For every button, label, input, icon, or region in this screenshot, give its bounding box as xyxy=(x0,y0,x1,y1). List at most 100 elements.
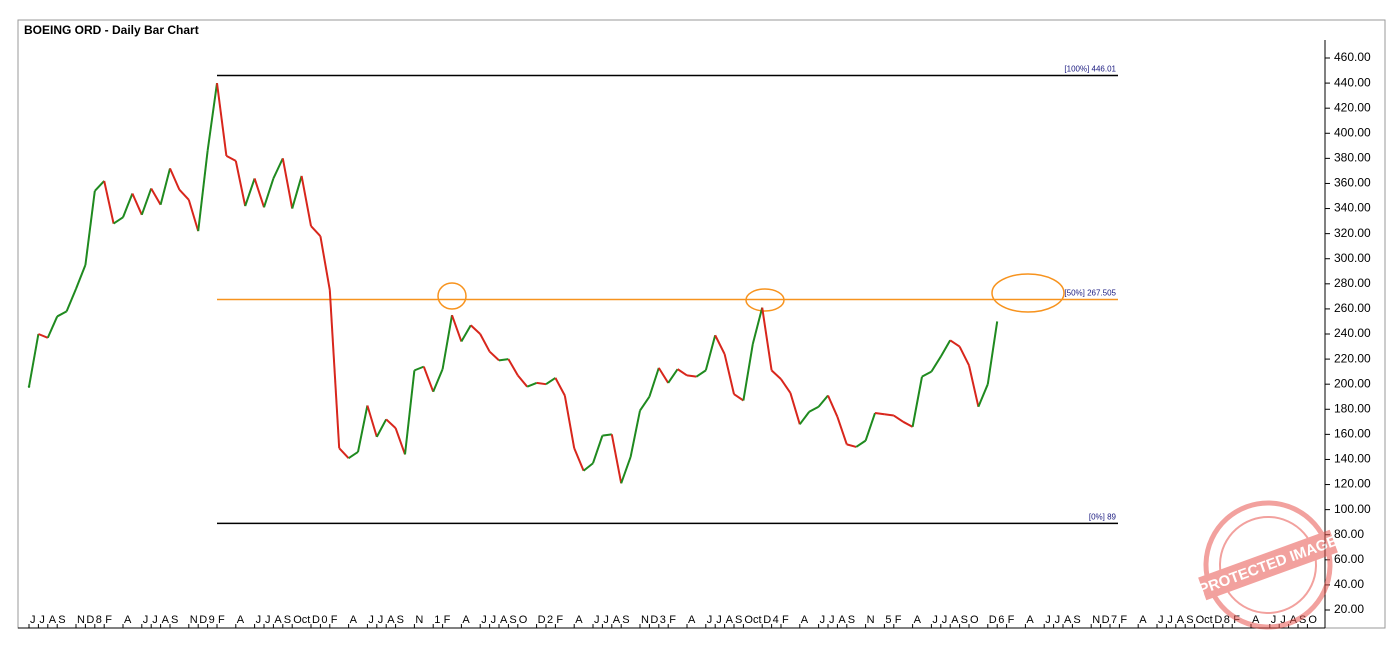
level-label: [0%] 89 xyxy=(1089,513,1117,522)
x-tick-label: S xyxy=(58,614,65,626)
x-tick-label: J xyxy=(152,614,158,626)
y-tick-label: 460.00 xyxy=(1334,50,1371,64)
y-tick-label: 380.00 xyxy=(1334,151,1371,165)
price-segment xyxy=(968,365,980,407)
price-segment xyxy=(422,366,435,393)
price-segment xyxy=(761,307,773,371)
price-segment xyxy=(75,264,87,290)
price-segment xyxy=(545,377,556,386)
price-segment xyxy=(798,411,811,425)
x-tick-label: A xyxy=(1177,614,1185,626)
price-segment xyxy=(808,405,820,413)
price-segment xyxy=(780,378,792,394)
x-tick-label: A xyxy=(1064,614,1072,626)
x-tick-label: S xyxy=(284,614,291,626)
x-tick-label: D xyxy=(538,614,546,626)
x-tick-label: O xyxy=(519,614,528,626)
x-tick-label: J xyxy=(39,614,45,626)
x-tick-label: J xyxy=(143,614,149,626)
y-tick-label: 100.00 xyxy=(1334,502,1371,516)
price-segment xyxy=(113,216,124,225)
x-tick-label: F xyxy=(895,614,902,626)
price-segment xyxy=(620,456,632,484)
price-segment xyxy=(902,420,914,428)
x-tick-label: 5 xyxy=(885,614,891,626)
y-tick-label: 400.00 xyxy=(1334,125,1371,139)
price-segment xyxy=(103,180,115,224)
price-segment xyxy=(893,414,904,423)
y-tick-label: 340.00 xyxy=(1334,201,1371,215)
x-tick-label: 8 xyxy=(96,614,102,626)
x-tick-label: S xyxy=(848,614,855,626)
price-segment xyxy=(536,381,547,386)
price-segment xyxy=(432,368,444,393)
price-segment xyxy=(648,367,660,398)
price-segment xyxy=(864,412,876,441)
price-segment xyxy=(65,288,77,312)
x-tick-label: F xyxy=(105,614,112,626)
price-segment xyxy=(460,324,472,343)
x-tick-label: S xyxy=(1186,614,1193,626)
price-segment xyxy=(911,376,923,428)
price-segment xyxy=(498,358,509,362)
x-tick-label: F xyxy=(331,614,338,626)
stamp-band xyxy=(1198,529,1338,601)
price-segment xyxy=(46,316,59,339)
highlight-circle xyxy=(437,282,467,310)
price-segment xyxy=(686,374,697,378)
y-tick-label: 200.00 xyxy=(1334,376,1371,390)
price-segment xyxy=(592,435,604,464)
x-tick-label: A xyxy=(688,614,696,626)
price-segment xyxy=(140,188,153,216)
price-segment xyxy=(723,353,735,395)
y-tick-label: 40.00 xyxy=(1334,577,1364,591)
price-segment xyxy=(84,190,96,266)
y-tick-label: 20.00 xyxy=(1334,602,1364,616)
x-tick-label: F xyxy=(1008,614,1015,626)
price-segment xyxy=(563,395,576,449)
price-segment xyxy=(695,369,707,378)
x-tick-label: A xyxy=(726,614,734,626)
price-segment xyxy=(742,343,754,401)
x-tick-label: J xyxy=(603,614,609,626)
price-segment xyxy=(874,412,885,416)
price-segment xyxy=(855,439,867,448)
x-tick-label: F xyxy=(556,614,563,626)
x-tick-label: F xyxy=(782,614,789,626)
x-tick-label: J xyxy=(820,614,826,626)
price-segment xyxy=(385,418,397,429)
price-segment xyxy=(582,462,594,472)
x-tick-label: J xyxy=(1045,614,1051,626)
x-tick-label: A xyxy=(801,614,809,626)
y-tick-label: 300.00 xyxy=(1334,251,1371,265)
x-tick-label: J xyxy=(1271,614,1277,626)
price-segment xyxy=(949,339,961,348)
price-segment xyxy=(573,447,585,472)
price-segment xyxy=(357,405,369,453)
x-tick-label: J xyxy=(716,614,722,626)
price-segment xyxy=(234,160,247,207)
price-segment xyxy=(197,150,209,232)
x-tick-label: A xyxy=(575,614,583,626)
y-tick-label: 180.00 xyxy=(1334,401,1371,415)
x-tick-label: Oct xyxy=(293,614,310,626)
x-tick-label: J xyxy=(30,614,36,626)
y-tick-label: 60.00 xyxy=(1334,552,1364,566)
price-segment xyxy=(253,178,265,208)
x-tick-label: 8 xyxy=(1224,614,1230,626)
x-tick-label: D xyxy=(989,614,997,626)
x-tick-label: O xyxy=(1308,614,1317,626)
price-segment xyxy=(225,154,237,162)
price-segment xyxy=(404,370,416,455)
price-segment xyxy=(328,290,341,449)
price-segment xyxy=(667,368,679,384)
x-tick-label: S xyxy=(1299,614,1306,626)
price-segment xyxy=(789,392,801,425)
x-tick-label: N xyxy=(641,614,649,626)
x-tick-label: 6 xyxy=(998,614,1004,626)
price-segment xyxy=(986,321,999,385)
x-tick-label: J xyxy=(368,614,374,626)
price-segment xyxy=(714,334,726,355)
price-segment xyxy=(206,82,218,151)
